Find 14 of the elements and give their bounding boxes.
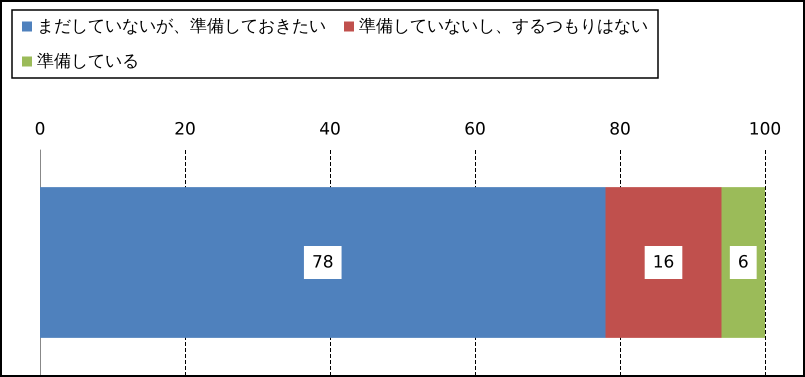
legend-label: 準備していないし、するつもりはない — [359, 16, 648, 36]
x-tick-label: 80 — [609, 120, 631, 140]
x-tick-label: 20 — [174, 120, 196, 140]
x-tick-label: 40 — [319, 120, 341, 140]
bar — [40, 187, 606, 338]
legend-label: まだしていないが、準備しておきたい — [37, 16, 326, 36]
x-tick-label: 0 — [34, 120, 46, 140]
data-label: 6 — [738, 252, 749, 272]
data-label: 16 — [652, 252, 674, 272]
x-tick-label: 100 — [748, 120, 782, 140]
data-label: 78 — [312, 252, 334, 272]
x-tick-label: 60 — [464, 120, 486, 140]
bar — [606, 187, 722, 338]
legend-label: 準備している — [37, 52, 139, 72]
